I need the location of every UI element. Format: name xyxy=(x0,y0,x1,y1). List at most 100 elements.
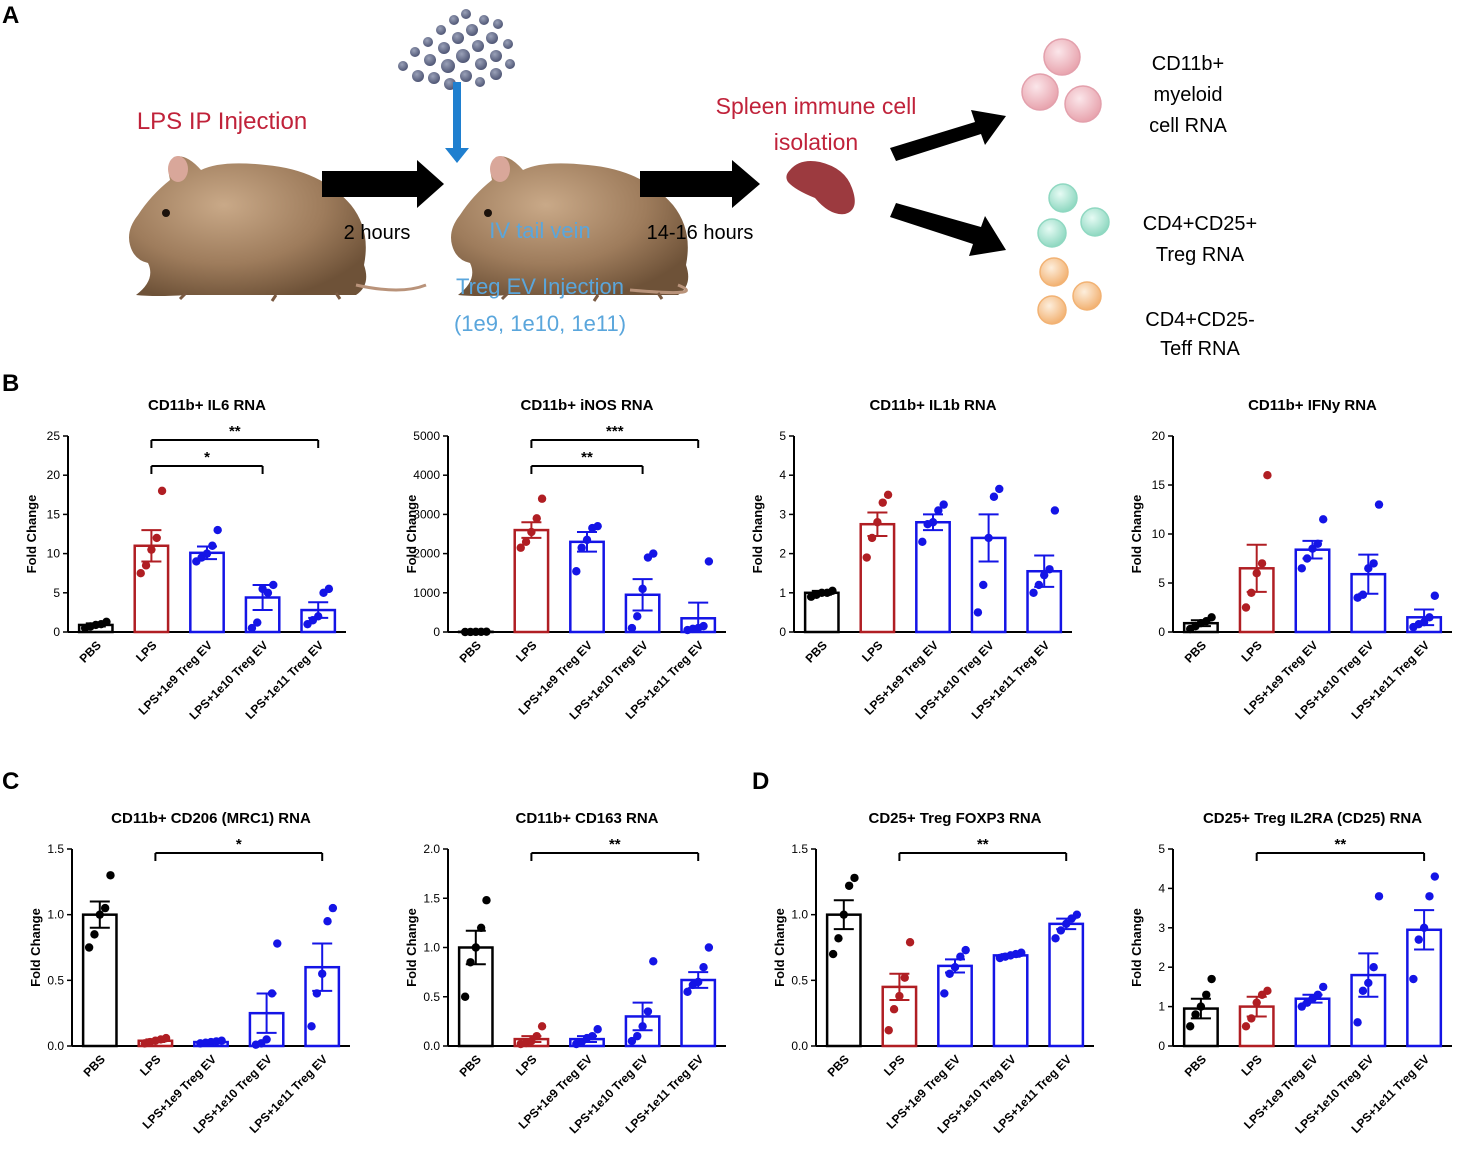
y-tick-label: 5 xyxy=(1158,576,1165,590)
myeloid-cells xyxy=(1021,38,1102,123)
data-point xyxy=(979,580,988,590)
data-point xyxy=(918,537,927,547)
data-point xyxy=(1419,923,1429,932)
bar xyxy=(859,522,896,634)
significance-label: ** xyxy=(581,449,593,466)
data-point xyxy=(1247,1014,1256,1023)
data-point xyxy=(638,584,647,594)
data-point xyxy=(699,963,708,972)
category-label: PBS xyxy=(825,1052,852,1079)
data-point xyxy=(273,939,282,948)
category-label: LPS xyxy=(881,1052,907,1078)
chart-cd206: CD11b+ CD206 (MRC1) RNA Fold Change 0.0 0.5… xyxy=(28,810,350,1136)
y-tick-label: 0 xyxy=(1158,1039,1165,1053)
category-label: PBS xyxy=(81,1052,108,1079)
y-tick-label: 1 xyxy=(1158,1000,1165,1014)
data-point xyxy=(253,618,262,627)
category-label: PBS xyxy=(457,638,484,665)
significance-label: ** xyxy=(609,836,621,853)
category-label: PBS xyxy=(1182,638,1209,665)
data-point xyxy=(208,541,217,550)
data-point xyxy=(324,584,334,594)
data-point xyxy=(834,934,843,943)
data-point xyxy=(867,533,877,543)
bar xyxy=(569,540,605,634)
y-tick-label: 15 xyxy=(1152,478,1166,492)
data-point xyxy=(638,1022,647,1031)
y-tick-label: 0.0 xyxy=(47,1039,64,1053)
data-point xyxy=(1191,1010,1200,1019)
y-axis-label: Fold Change xyxy=(404,495,419,574)
spleen-line1: Spleen immune cell xyxy=(716,93,917,119)
y-tick-label: 5 xyxy=(779,429,786,443)
data-point xyxy=(1202,990,1211,999)
data-point xyxy=(1419,618,1429,627)
data-point xyxy=(844,881,854,890)
y-tick-label: 1.5 xyxy=(791,842,808,856)
data-point xyxy=(1045,565,1054,574)
data-point xyxy=(627,623,637,633)
data-point xyxy=(995,484,1004,494)
data-point xyxy=(269,580,278,590)
data-point xyxy=(147,545,156,554)
data-point xyxy=(202,549,212,558)
data-point xyxy=(1056,926,1066,935)
data-point xyxy=(883,490,893,499)
y-tick-label: 10 xyxy=(1152,527,1166,541)
data-point xyxy=(1241,1022,1251,1031)
data-point xyxy=(850,873,859,883)
chart-il2ra: CD25+ Treg IL2RA (CD25) RNA Fold Change 0 1… xyxy=(1129,810,1452,1136)
data-point xyxy=(839,910,848,919)
significance-label: * xyxy=(204,449,210,466)
y-tick-label: 2 xyxy=(779,547,786,561)
data-point xyxy=(1374,892,1384,901)
data-point xyxy=(1369,559,1378,568)
y-tick-label: 0 xyxy=(53,625,60,639)
chart-title: CD25+ Treg IL2RA (CD25) RNA xyxy=(1203,810,1422,827)
data-point xyxy=(95,910,105,919)
arrow-2 xyxy=(640,160,760,208)
iv-line1: IV tail vein xyxy=(489,218,591,243)
chart-cd163: CD11b+ CD163 RNA Fold Change 0.0 0.5 1.0 1.5 2… xyxy=(404,810,726,1136)
panel-label-c: C xyxy=(2,768,20,795)
data-point xyxy=(878,498,887,507)
data-point xyxy=(537,1022,547,1031)
chart-title: CD11b+ IFNy RNA xyxy=(1248,397,1377,414)
data-point xyxy=(516,543,525,552)
y-tick-label: 0.0 xyxy=(423,1039,440,1053)
data-point xyxy=(643,1007,653,1016)
chart-title: CD25+ Treg FOXP3 RNA xyxy=(869,810,1042,827)
significance-label: ** xyxy=(229,423,241,440)
data-point xyxy=(1241,603,1251,612)
y-axis-label: Fold Change xyxy=(772,908,787,987)
category-label: PBS xyxy=(803,638,830,665)
data-point xyxy=(1072,910,1082,919)
data-point xyxy=(161,1033,171,1043)
data-point xyxy=(1430,591,1440,600)
data-point xyxy=(1302,554,1312,563)
y-tick-label: 1.5 xyxy=(47,842,64,856)
y-tick-label: 2000 xyxy=(413,547,440,561)
y-tick-label: 20 xyxy=(1152,429,1166,443)
data-point xyxy=(973,608,983,617)
category-label: LPS xyxy=(1238,638,1264,664)
data-point xyxy=(527,527,536,537)
category-label: LPS xyxy=(133,638,159,664)
y-tick-label: 4 xyxy=(1158,881,1165,895)
data-point xyxy=(704,943,714,952)
data-point xyxy=(1425,613,1434,622)
data-point xyxy=(314,612,323,621)
chart-inos: CD11b+ iNOS RNA Fold Change 0 1000 2000 3000 4… xyxy=(404,397,726,722)
data-point xyxy=(267,989,277,998)
data-point xyxy=(1364,978,1373,988)
data-point xyxy=(627,1036,637,1046)
bar xyxy=(1294,548,1331,634)
data-point xyxy=(1040,570,1049,580)
y-tick-label: 0 xyxy=(433,625,440,639)
data-point xyxy=(1062,919,1071,929)
arrow-up-right xyxy=(890,110,1006,161)
y-tick-label: 0.0 xyxy=(791,1039,808,1053)
data-point xyxy=(1051,934,1060,943)
data-point xyxy=(895,991,904,1001)
y-tick-label: 3 xyxy=(1158,921,1165,935)
